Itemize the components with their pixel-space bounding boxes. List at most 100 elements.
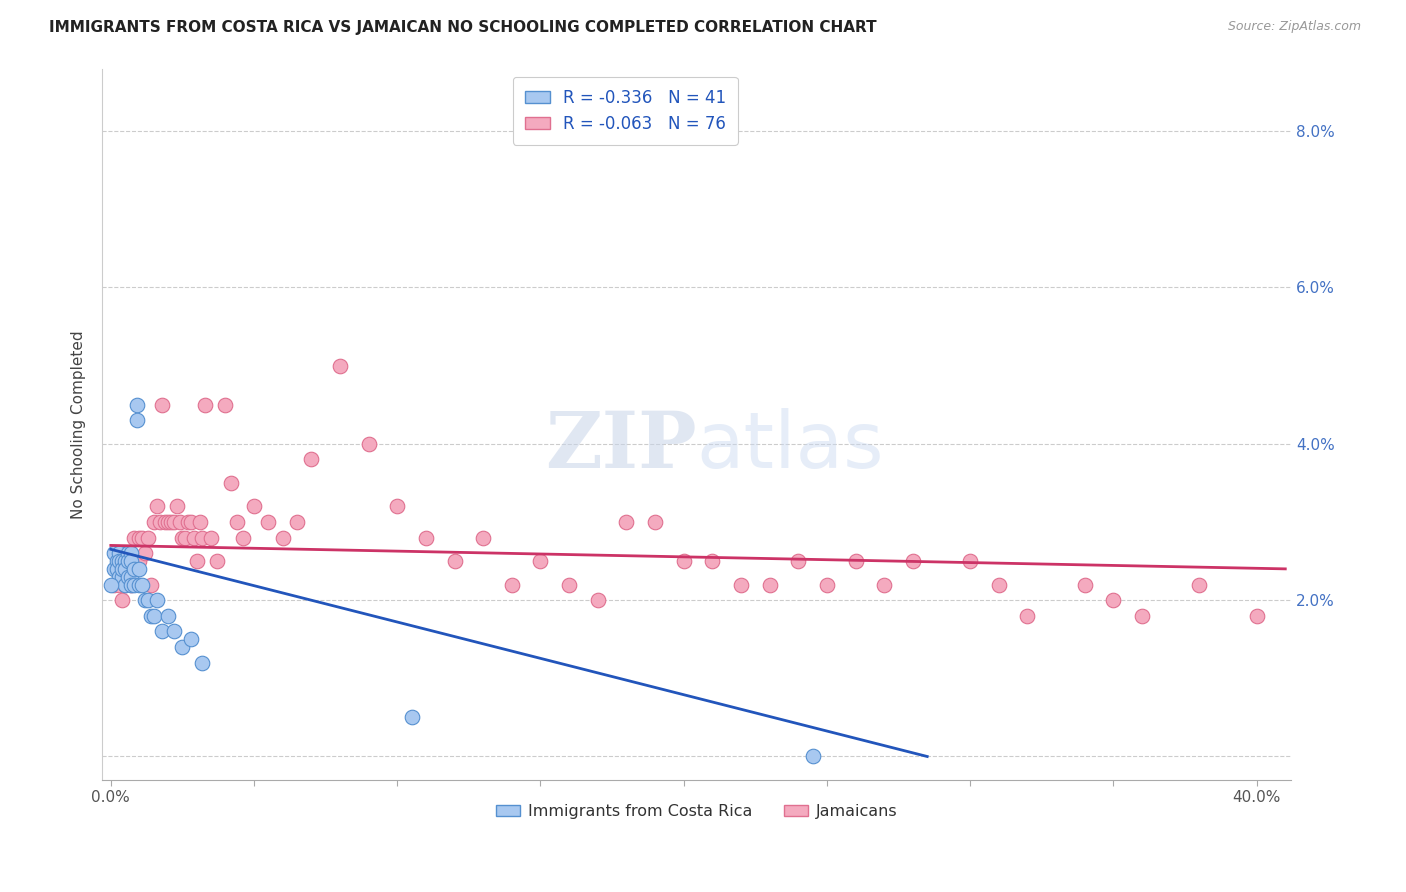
Point [815,577,838,591]
Point [155,515,177,529]
Point [901,554,924,568]
Point [108,554,131,568]
Point [114,562,136,576]
Point [114,577,136,591]
Point [111,593,134,607]
Point [114,554,136,568]
Point [139,608,162,623]
Point [219,475,242,490]
Point [180,515,202,529]
Point [200,531,222,545]
Point [157,608,180,623]
Point [125,554,148,568]
Point [139,577,162,591]
Point [134,546,156,560]
Point [501,577,523,591]
Point [105,562,128,576]
Point [120,577,142,591]
Text: atlas: atlas [696,408,884,483]
Point [787,554,810,568]
Point [103,577,125,591]
Point [285,515,308,529]
Legend: Immigrants from Costa Rica, Jamaicans: Immigrants from Costa Rica, Jamaicans [489,797,904,825]
Point [1246,608,1268,623]
Point [172,640,194,654]
Text: ZIP: ZIP [546,408,696,483]
Point [108,577,131,591]
Point [1130,608,1153,623]
Point [103,546,125,560]
Point [142,515,165,529]
Point [163,624,186,639]
Point [987,577,1010,591]
Point [136,593,159,607]
Point [111,554,134,568]
Point [529,554,551,568]
Point [120,554,142,568]
Point [150,624,173,639]
Point [616,515,638,529]
Point [125,398,148,412]
Point [108,546,131,560]
Point [128,562,150,576]
Point [128,531,150,545]
Point [1074,577,1097,591]
Point [174,531,197,545]
Point [702,554,724,568]
Point [105,562,128,576]
Point [103,562,125,576]
Point [111,562,134,576]
Point [157,515,180,529]
Point [114,577,136,591]
Point [100,577,122,591]
Point [672,554,695,568]
Y-axis label: No Schooling Completed: No Schooling Completed [72,330,86,518]
Point [169,515,191,529]
Point [586,593,609,607]
Point [558,577,581,591]
Point [959,554,981,568]
Point [194,398,217,412]
Point [122,577,145,591]
Point [142,608,165,623]
Point [357,437,380,451]
Point [117,546,139,560]
Point [117,554,139,568]
Text: Source: ZipAtlas.com: Source: ZipAtlas.com [1227,20,1361,33]
Point [191,531,214,545]
Point [136,531,159,545]
Point [134,593,156,607]
Point [845,554,868,568]
Point [1102,593,1125,607]
Point [873,577,896,591]
Point [166,500,188,514]
Point [472,531,495,545]
Point [329,359,352,373]
Point [105,554,128,568]
Point [145,593,167,607]
Point [299,452,322,467]
Point [120,577,142,591]
Point [186,554,208,568]
Point [108,570,131,584]
Point [122,562,145,576]
Point [114,554,136,568]
Point [128,577,150,591]
Point [243,500,266,514]
Point [117,562,139,576]
Point [131,577,153,591]
Point [117,570,139,584]
Point [148,515,170,529]
Point [401,710,423,724]
Point [131,531,153,545]
Point [111,570,134,584]
Point [801,749,824,764]
Point [1017,608,1039,623]
Point [271,531,294,545]
Point [191,656,214,670]
Point [122,531,145,545]
Point [128,554,150,568]
Text: IMMIGRANTS FROM COSTA RICA VS JAMAICAN NO SCHOOLING COMPLETED CORRELATION CHART: IMMIGRANTS FROM COSTA RICA VS JAMAICAN N… [49,20,877,35]
Point [214,398,236,412]
Point [183,531,205,545]
